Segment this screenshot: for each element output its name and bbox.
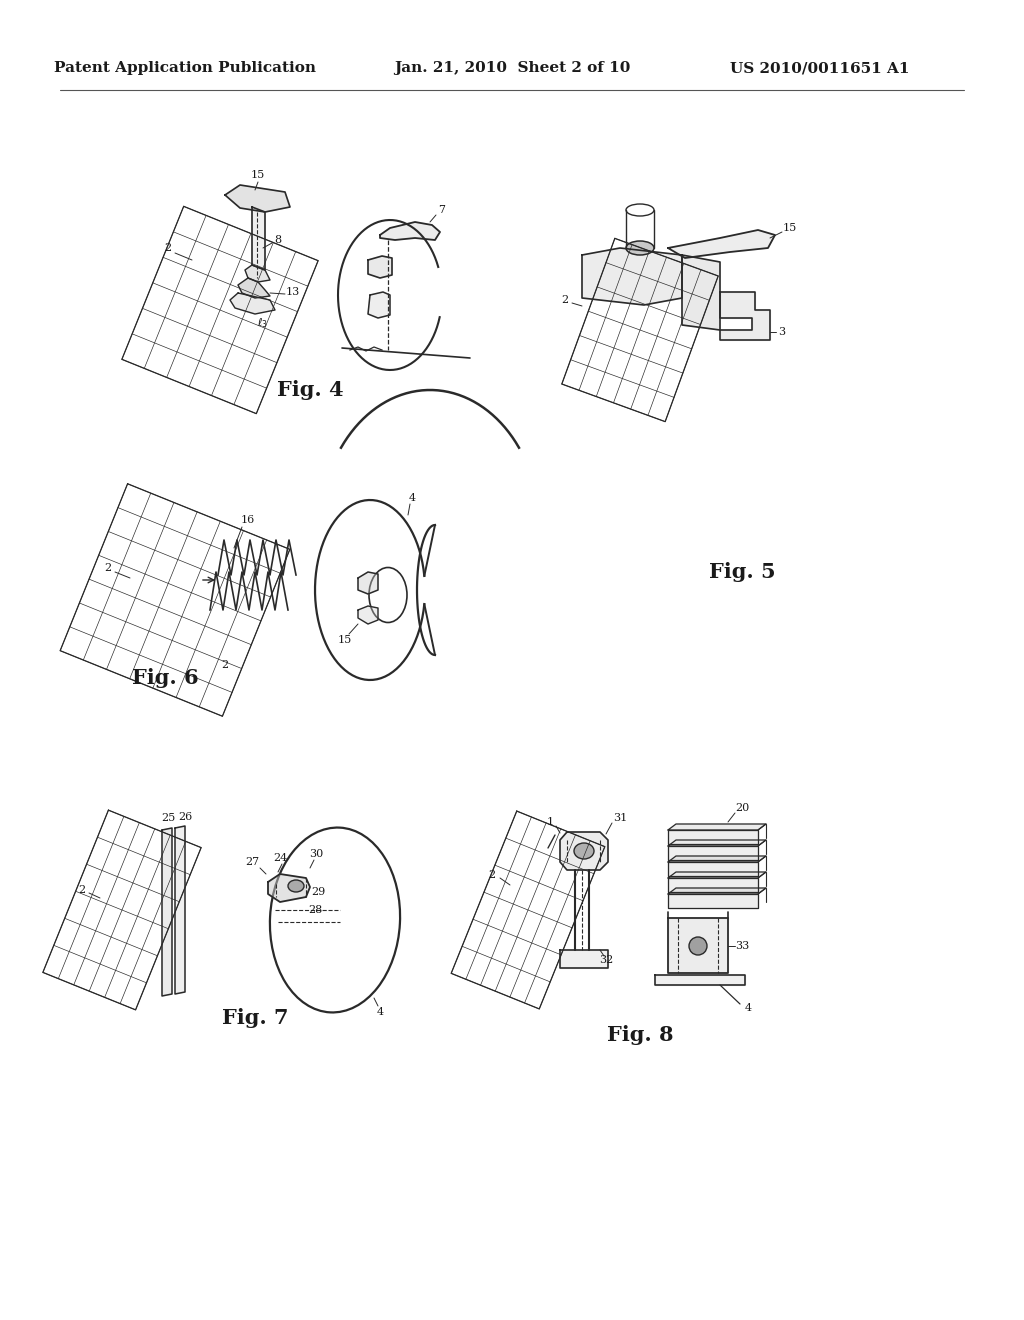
Polygon shape [268, 874, 310, 902]
Polygon shape [668, 840, 766, 846]
Text: Patent Application Publication: Patent Application Publication [54, 61, 316, 75]
Text: 27: 27 [245, 857, 259, 867]
Polygon shape [668, 855, 766, 862]
Text: 15: 15 [783, 223, 797, 234]
Polygon shape [358, 606, 378, 624]
Polygon shape [380, 222, 440, 240]
Polygon shape [252, 207, 265, 271]
Text: 20: 20 [735, 803, 750, 813]
Polygon shape [668, 878, 758, 892]
Text: 28: 28 [308, 906, 323, 915]
Polygon shape [238, 279, 270, 298]
Ellipse shape [689, 937, 707, 954]
Text: 26: 26 [178, 812, 193, 822]
Text: 3: 3 [778, 327, 785, 337]
Text: 13: 13 [286, 286, 300, 297]
Polygon shape [560, 950, 608, 968]
Polygon shape [230, 293, 275, 314]
Text: 2: 2 [165, 243, 172, 253]
Text: Fig. 6: Fig. 6 [132, 668, 199, 688]
Text: Fig. 4: Fig. 4 [276, 380, 343, 400]
Polygon shape [225, 185, 290, 213]
Polygon shape [560, 832, 608, 870]
Text: 25: 25 [161, 813, 175, 822]
Text: 1: 1 [547, 817, 554, 828]
Text: 4: 4 [377, 1007, 384, 1016]
Text: 30: 30 [309, 849, 324, 859]
Text: 2: 2 [221, 660, 228, 671]
Polygon shape [668, 862, 758, 876]
Text: Fig. 7: Fig. 7 [222, 1008, 288, 1028]
Polygon shape [668, 894, 758, 908]
Text: 16: 16 [241, 515, 255, 525]
Text: 7: 7 [438, 205, 445, 215]
Polygon shape [682, 255, 720, 330]
Text: 4: 4 [744, 1003, 752, 1012]
Polygon shape [162, 828, 172, 997]
Text: Fig. 5: Fig. 5 [709, 562, 775, 582]
Text: 2: 2 [104, 564, 112, 573]
Polygon shape [245, 265, 270, 282]
Text: 29: 29 [311, 887, 326, 898]
Text: 32: 32 [599, 954, 613, 965]
Text: 2: 2 [488, 870, 496, 880]
Polygon shape [720, 292, 770, 341]
Ellipse shape [626, 242, 654, 255]
Polygon shape [668, 830, 758, 843]
Text: 33: 33 [735, 941, 750, 950]
Text: Jan. 21, 2010  Sheet 2 of 10: Jan. 21, 2010 Sheet 2 of 10 [394, 61, 630, 75]
Text: US 2010/0011651 A1: US 2010/0011651 A1 [730, 61, 909, 75]
Text: 8: 8 [274, 235, 282, 246]
Polygon shape [582, 248, 682, 305]
Polygon shape [368, 292, 390, 318]
Text: 2: 2 [79, 884, 86, 895]
Text: 15: 15 [338, 635, 352, 645]
Text: 2: 2 [561, 294, 568, 305]
Polygon shape [358, 572, 378, 594]
Text: 24: 24 [272, 853, 287, 863]
Text: 31: 31 [613, 813, 627, 822]
Text: 15: 15 [251, 170, 265, 180]
Polygon shape [668, 873, 766, 878]
Polygon shape [668, 888, 766, 894]
Ellipse shape [574, 843, 594, 859]
Polygon shape [668, 846, 758, 861]
Polygon shape [368, 256, 392, 279]
Polygon shape [655, 975, 745, 985]
Polygon shape [175, 826, 185, 994]
Text: $\ell_3$: $\ell_3$ [257, 315, 268, 330]
Polygon shape [668, 230, 775, 257]
Polygon shape [668, 917, 728, 973]
Ellipse shape [288, 880, 304, 892]
Text: Fig. 8: Fig. 8 [607, 1026, 673, 1045]
Text: 4: 4 [409, 492, 416, 503]
Polygon shape [668, 824, 766, 830]
